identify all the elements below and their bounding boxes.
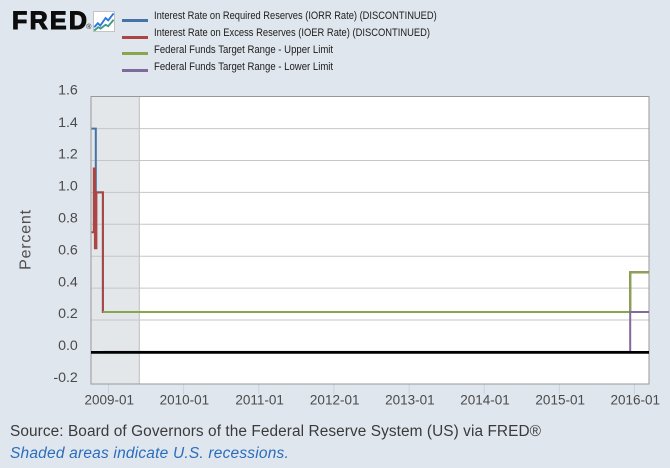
svg-text:0.6: 0.6 — [58, 242, 78, 258]
svg-text:2015-01: 2015-01 — [535, 393, 585, 408]
svg-text:1.6: 1.6 — [58, 83, 78, 99]
svg-text:1.2: 1.2 — [58, 147, 78, 163]
svg-text:1.4: 1.4 — [58, 115, 78, 131]
svg-text:2016-01: 2016-01 — [611, 393, 661, 408]
svg-text:2012-01: 2012-01 — [310, 393, 360, 408]
svg-text:-0.2: -0.2 — [53, 370, 78, 386]
svg-text:0.4: 0.4 — [58, 274, 78, 290]
svg-text:0.0: 0.0 — [58, 338, 78, 354]
svg-text:2009-01: 2009-01 — [85, 393, 135, 408]
svg-text:0.2: 0.2 — [58, 306, 78, 322]
svg-text:1.0: 1.0 — [58, 179, 78, 195]
svg-text:0.8: 0.8 — [58, 211, 78, 227]
svg-text:2011-01: 2011-01 — [235, 393, 284, 408]
svg-text:2010-01: 2010-01 — [160, 393, 210, 408]
svg-text:Percent: Percent — [18, 209, 35, 270]
svg-text:2013-01: 2013-01 — [385, 393, 435, 408]
svg-text:2014-01: 2014-01 — [460, 393, 510, 408]
